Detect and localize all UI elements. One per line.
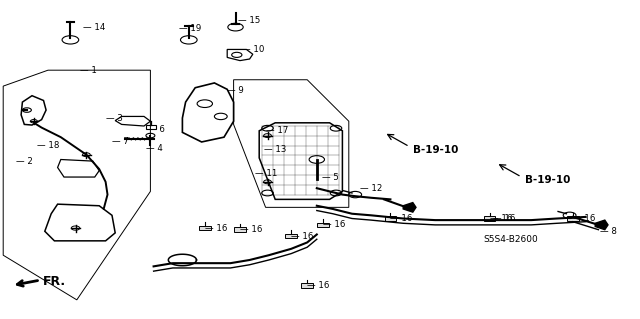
Bar — [567, 216, 579, 221]
Bar — [301, 283, 313, 288]
Text: — 16: — 16 — [205, 224, 227, 233]
Text: — 16: — 16 — [291, 232, 314, 241]
Text: — 1: — 1 — [80, 66, 97, 75]
Text: — 7: — 7 — [112, 137, 129, 146]
Text: — 11: — 11 — [255, 169, 277, 178]
Text: B-19-10: B-19-10 — [525, 175, 570, 185]
Bar — [385, 216, 396, 221]
Text: — 5: — 5 — [322, 173, 339, 182]
Text: — 2: — 2 — [16, 157, 33, 166]
Text: — 9: — 9 — [227, 86, 244, 95]
Text: — 12: — 12 — [360, 184, 383, 193]
Polygon shape — [403, 203, 416, 212]
Text: — 18: — 18 — [37, 141, 60, 150]
Text: — 16: — 16 — [490, 214, 512, 223]
Text: — 16: — 16 — [573, 214, 595, 223]
Text: — 16: — 16 — [307, 281, 330, 290]
Text: — 19: — 19 — [179, 24, 202, 33]
Polygon shape — [595, 220, 608, 230]
Bar — [234, 227, 246, 232]
Text: — 16: — 16 — [240, 225, 262, 234]
Bar — [317, 223, 329, 227]
Text: — 13: — 13 — [264, 145, 287, 154]
Text: — 3: — 3 — [106, 114, 122, 122]
Text: S5S4-B2600: S5S4-B2600 — [483, 235, 538, 244]
Bar — [199, 226, 211, 230]
Text: — 15: — 15 — [238, 16, 260, 25]
Text: — 17: — 17 — [266, 126, 288, 135]
Text: — 16: — 16 — [390, 214, 413, 223]
Bar — [146, 125, 156, 129]
Text: — 16: — 16 — [323, 220, 346, 229]
Text: — 16: — 16 — [493, 214, 515, 223]
Bar — [484, 216, 495, 221]
Text: — 8: — 8 — [600, 227, 617, 236]
Bar — [285, 234, 297, 238]
Text: — 4: — 4 — [146, 144, 163, 153]
Text: — 14: — 14 — [83, 23, 106, 32]
Text: FR.: FR. — [43, 275, 66, 288]
Text: — 10: — 10 — [242, 45, 264, 54]
Text: B-19-10: B-19-10 — [413, 145, 458, 155]
Text: — 6: — 6 — [148, 125, 165, 134]
